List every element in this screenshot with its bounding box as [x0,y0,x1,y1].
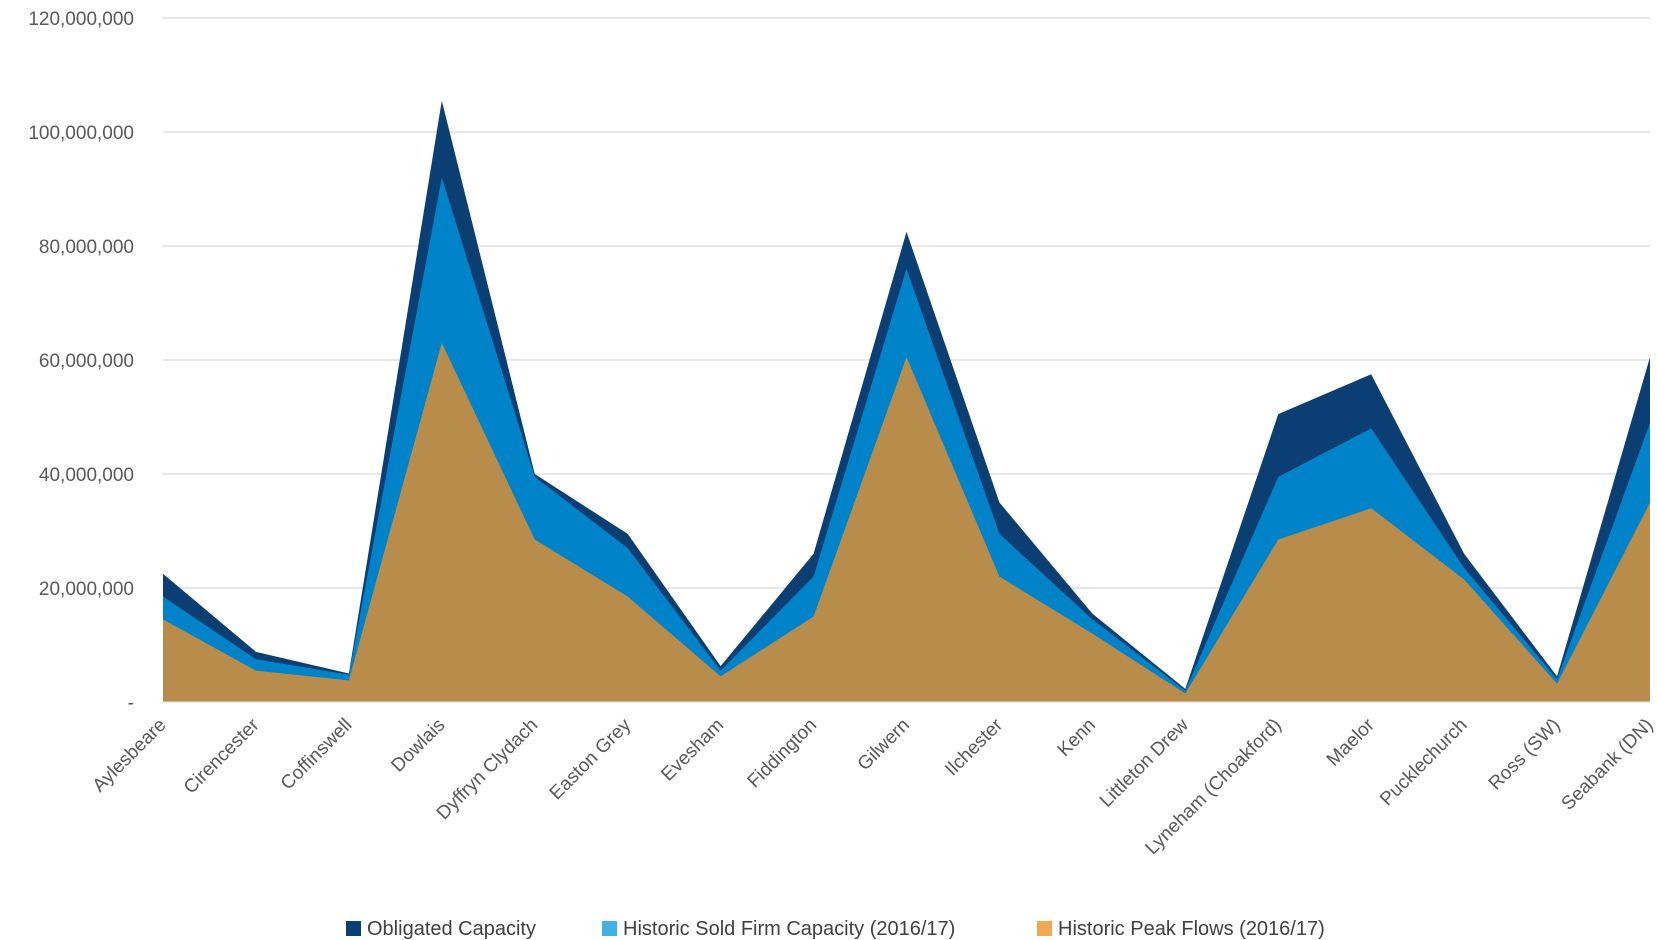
x-tick-label: Gilwern [854,715,914,775]
legend-label: Obligated Capacity [367,918,536,940]
y-tick-label: 100,000,000 [28,123,134,144]
x-tick-label: Littleton Drew [1096,714,1193,811]
y-tick-label: 80,000,000 [39,237,134,258]
x-tick-label: Pucklechurch [1376,715,1472,811]
legend-label: Historic Sold Firm Capacity (2016/17) [623,918,955,940]
legend-swatch [1037,921,1052,936]
x-tick-label: Kenn [1054,715,1100,761]
legend-swatch [602,921,617,936]
legend-swatch [346,921,361,936]
x-axis: Aylesbeare Cirencester Coffinswell DowlaisD… [89,714,1657,859]
x-tick-label: Seabank (DN) [1558,715,1657,815]
x-tick-label: Ross (SW) [1485,715,1565,795]
x-tick-label: Dowlais [387,715,449,777]
x-tick-label: Aylesbeare [89,715,171,797]
y-tick-label: - [128,693,134,714]
y-tick-label: 20,000,000 [39,579,134,600]
y-tick-label: 40,000,000 [39,465,134,486]
y-axis: - 20,000,000 40,000,000 60,000,000 80,000,00… [28,9,1650,714]
x-tick-label: Dyffryn Clydach [433,715,542,824]
area-series [163,100,1650,703]
x-tick-label: Cirencester [180,714,264,798]
legend-label: Historic Peak Flows (2016/17) [1058,918,1325,940]
x-tick-label: Evesham [657,715,728,786]
x-tick-label: Easton Grey [546,714,636,804]
x-tick-label: Fiddington [744,715,822,793]
x-tick-label: Maelor [1323,714,1379,770]
x-tick-label: Ilchester [941,714,1007,780]
area-series-2 [163,342,1650,702]
x-tick-label: Coffinswell [277,715,357,795]
legend: Obligated Capacity Historic Sold Firm Cap… [346,918,1325,940]
y-tick-label: 60,000,000 [39,351,134,372]
y-tick-label: 120,000,000 [28,9,134,30]
